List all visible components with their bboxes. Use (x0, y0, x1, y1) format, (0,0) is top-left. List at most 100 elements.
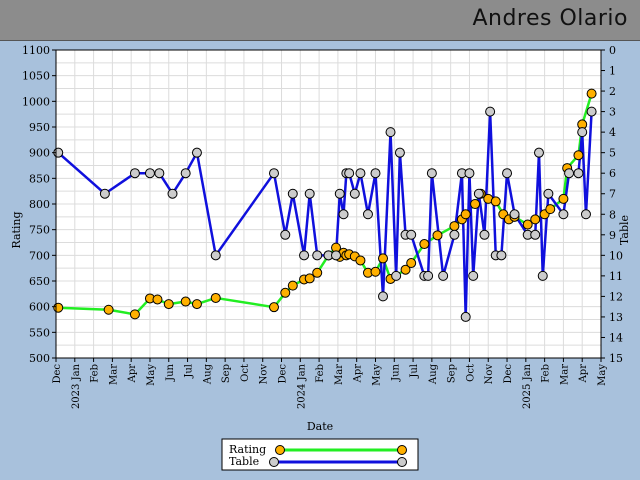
data-point-table (533, 147, 544, 158)
data-point-rating (573, 150, 584, 161)
legend-marker-table (269, 457, 279, 467)
x-tick-label: 2025 Jan (522, 363, 533, 409)
data-point-rating (432, 230, 443, 241)
x-tick-label: Oct (465, 364, 476, 382)
data-point-table (449, 229, 460, 240)
data-point-table (154, 168, 165, 179)
legend-label-table: Table (229, 455, 259, 468)
data-point-table (558, 209, 569, 220)
y-tick-label: 1050 (22, 70, 50, 83)
data-point-table (304, 188, 315, 199)
x-tick-label: Nov (484, 364, 495, 385)
data-point-table (460, 311, 471, 322)
data-point-table (144, 168, 155, 179)
data-point-table (509, 209, 520, 220)
data-point-table (385, 127, 396, 138)
data-point-table (362, 209, 373, 220)
data-point-table (537, 270, 548, 281)
y2-tick-label: 8 (609, 208, 616, 221)
data-point-rating (490, 196, 501, 207)
y-tick-label: 750 (29, 224, 50, 237)
data-point-table (464, 168, 475, 179)
y2-tick-label: 0 (609, 44, 616, 57)
y2-tick-label: 12 (609, 290, 623, 303)
x-tick-label: May (371, 364, 382, 386)
y2-tick-label: 2 (609, 85, 616, 98)
y2-tick-label: 15 (609, 352, 623, 365)
y-tick-label: 1000 (22, 95, 50, 108)
data-point-rating (103, 304, 114, 315)
data-point-table (167, 188, 178, 199)
data-point-rating (449, 221, 460, 232)
data-point-table (370, 168, 381, 179)
x-tick-label: Aug (428, 363, 439, 385)
data-point-rating (269, 302, 279, 313)
data-point-table (426, 168, 437, 179)
x-tick-label: Jun (390, 363, 401, 381)
x-tick-label: Apr (127, 364, 138, 384)
data-point-rating (355, 255, 366, 266)
data-point-rating (400, 264, 411, 275)
data-point-rating (280, 287, 291, 298)
data-point-table (269, 168, 279, 179)
data-point-rating (287, 280, 298, 291)
data-point-rating (586, 88, 597, 99)
data-point-table (573, 168, 584, 179)
data-point-rating (460, 209, 471, 220)
data-point-table (586, 106, 597, 117)
x-tick-label: Oct (240, 364, 251, 382)
data-point-table (580, 209, 591, 220)
y2-axis-label: Table (618, 215, 631, 245)
data-point-rating (129, 309, 140, 320)
grid-lines (55, 49, 602, 359)
data-point-rating (406, 258, 417, 269)
y2-tick-label: 13 (609, 311, 623, 324)
data-point-rating (530, 214, 541, 225)
y-tick-label: 900 (29, 147, 50, 160)
data-point-table (564, 168, 575, 179)
data-point-rating (522, 219, 533, 230)
y-tick-label: 500 (29, 352, 50, 365)
legend-marker-rating (275, 445, 285, 455)
title-bar: Andres Olario (0, 0, 640, 41)
x-tick-label: Nov (259, 364, 270, 385)
y-tick-label: 650 (29, 275, 50, 288)
legend-marker-table (397, 457, 407, 467)
data-point-table (378, 291, 388, 302)
data-point-table (406, 229, 417, 240)
data-point-table (479, 229, 490, 240)
x-axis-label: Date (307, 420, 333, 433)
x-tick-label: Dec (278, 364, 289, 384)
data-point-table (473, 188, 484, 199)
data-point-table (280, 229, 291, 240)
data-point-table (129, 168, 140, 179)
y2-tick-label: 9 (609, 229, 616, 242)
x-tick-label: Dec (503, 364, 514, 384)
data-point-rating (163, 299, 174, 310)
data-point-table (496, 250, 507, 261)
data-point-table (423, 270, 434, 281)
data-point-table (344, 168, 355, 179)
x-tick-label: 2023 Jan (71, 363, 82, 409)
y-tick-label: 700 (29, 249, 50, 262)
y-axis-label: Rating (10, 211, 23, 248)
data-point-rating (180, 296, 191, 307)
data-point-table (312, 250, 323, 261)
y-tick-label: 1100 (22, 44, 50, 57)
data-point-table (299, 250, 310, 261)
x-tick-label: Jul (409, 364, 420, 379)
y2-tick-label: 3 (609, 106, 616, 119)
data-point-table (210, 250, 221, 261)
x-tick-label: Sep (221, 364, 232, 383)
data-point-table (485, 106, 496, 117)
x-tick-label: 2024 Jan (296, 363, 307, 409)
data-point-rating (545, 204, 556, 215)
data-point-rating (53, 302, 64, 313)
data-point-table (331, 250, 342, 261)
x-tick-label: Jun (165, 363, 176, 381)
data-point-table (349, 188, 360, 199)
y2-tick-label: 11 (609, 270, 623, 283)
x-tick-label: Dec (52, 364, 63, 384)
